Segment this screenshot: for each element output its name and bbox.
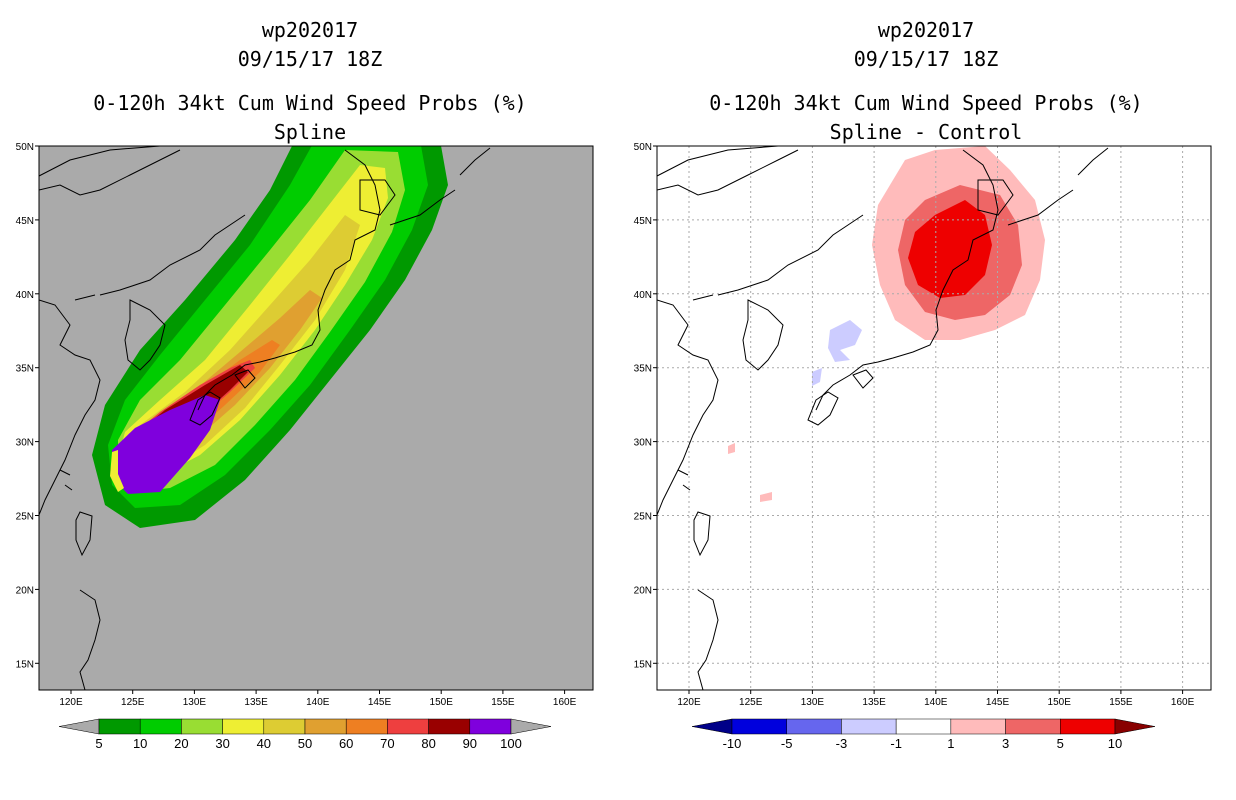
lon-tick-label: 155E — [1109, 697, 1133, 708]
colorbar-swatch — [98, 718, 141, 735]
lat-tick-label: 45N — [634, 216, 652, 227]
lon-tick-label: 140E — [924, 697, 948, 708]
colorbar-label: 70 — [380, 736, 394, 751]
colorbar-over-arrow — [510, 718, 552, 735]
left-title-line-2: 09/15/17 18Z — [237, 47, 383, 71]
colorbar-label: 5 — [1057, 736, 1064, 751]
lon-tick-label: 130E — [183, 697, 207, 708]
left-probability-swath — [92, 146, 448, 528]
lat-tick-label: 30N — [634, 438, 652, 449]
right-map: 120E 125E 130E 135E 140E 145E 150E 155E 160E 50N 4… — [634, 142, 1212, 708]
lon-tick-label: 150E — [430, 697, 454, 708]
colorbar-swatch — [895, 718, 952, 735]
colorbar-swatch — [1060, 718, 1116, 735]
colorbar-swatch — [731, 718, 787, 735]
lat-tick-label: 20N — [634, 585, 652, 596]
colorbar-over-arrow — [1114, 718, 1156, 735]
colorbar-label: 20 — [174, 736, 188, 751]
right-colorbar: -10 -5 -3 -1 1 3 5 10 — [691, 718, 1156, 751]
lon-tick-label: 135E — [244, 697, 268, 708]
colorbar-under-arrow — [691, 718, 733, 735]
lat-tick-label: 40N — [634, 290, 652, 301]
colorbar-swatch — [387, 718, 429, 735]
colorbar-label: 90 — [463, 736, 477, 751]
colorbar-label: 10 — [1108, 736, 1122, 751]
lat-tick-label: 40N — [16, 290, 34, 301]
colorbar-swatch — [950, 718, 1006, 735]
colorbar-label: 30 — [215, 736, 229, 751]
right-title-line-2: 09/15/17 18Z — [853, 47, 999, 71]
lat-tick-label: 50N — [16, 142, 34, 153]
colorbar-swatch — [222, 718, 265, 735]
colorbar-label: 5 — [95, 736, 102, 751]
colorbar-label: 80 — [421, 736, 435, 751]
colorbar-label: 10 — [133, 736, 147, 751]
colorbar-swatch — [841, 718, 897, 735]
colorbar-label: 60 — [339, 736, 353, 751]
right-title-line-3: 0-120h 34kt Cum Wind Speed Probs (%) — [709, 91, 1143, 115]
colorbar-under-arrow — [58, 718, 100, 735]
left-title-line-1: wp202017 — [261, 18, 359, 42]
left-title-line-4: Spline — [273, 120, 347, 144]
colorbar-label: 1 — [947, 736, 954, 751]
colorbar-label: -10 — [723, 736, 742, 751]
colorbar-swatch — [345, 718, 388, 735]
colorbar-label: -1 — [890, 736, 902, 751]
lat-tick-label: 25N — [16, 512, 34, 523]
lon-tick-label: 120E — [677, 697, 701, 708]
lon-tick-label: 155E — [491, 697, 515, 708]
lon-tick-label: 130E — [801, 697, 825, 708]
left-title-line-3: 0-120h 34kt Cum Wind Speed Probs (%) — [93, 91, 527, 115]
lat-tick-label: 50N — [634, 142, 652, 153]
lon-tick-label: 160E — [553, 697, 577, 708]
right-gridlines — [657, 146, 1211, 690]
lon-tick-label: 125E — [121, 697, 145, 708]
colorbar-label: -3 — [836, 736, 848, 751]
colorbar-swatch — [1005, 718, 1061, 735]
lon-tick-label: 135E — [862, 697, 886, 708]
lat-tick-label: 35N — [16, 364, 34, 375]
colorbar-swatch — [181, 718, 223, 735]
lat-tick-label: 15N — [16, 659, 34, 670]
lat-tick-label: 30N — [16, 438, 34, 449]
colorbar-label: -5 — [781, 736, 793, 751]
colorbar-label: 100 — [500, 736, 522, 751]
right-title-line-4: Spline - Control — [829, 120, 1023, 144]
colorbar-swatch — [469, 718, 512, 735]
lon-tick-label: 150E — [1048, 697, 1072, 708]
lon-tick-label: 145E — [986, 697, 1010, 708]
right-difference-field — [728, 146, 1045, 502]
lat-tick-label: 25N — [634, 512, 652, 523]
left-coastlines — [39, 146, 491, 690]
lon-tick-label: 140E — [306, 697, 330, 708]
lon-tick-label: 160E — [1171, 697, 1195, 708]
lon-tick-label: 120E — [59, 697, 83, 708]
right-axis-ticks: 120E 125E 130E 135E 140E 145E 150E 155E 160E 50N 4… — [634, 142, 1195, 708]
lat-tick-label: 15N — [634, 659, 652, 670]
colorbar-label: 3 — [1002, 736, 1009, 751]
colorbar-swatch — [786, 718, 842, 735]
colorbar-label: 40 — [257, 736, 271, 751]
lon-tick-label: 145E — [368, 697, 392, 708]
colorbar-swatch — [263, 718, 306, 735]
colorbar-swatch — [428, 718, 471, 735]
colorbar-swatch — [139, 718, 182, 735]
lat-tick-label: 20N — [16, 585, 34, 596]
left-axis-ticks: 120E 125E 130E 135E 140E 145E 150E 155E 160E 50N 4… — [16, 142, 577, 708]
colorbar-label: 50 — [298, 736, 312, 751]
left-colorbar: 5 10 20 30 40 50 60 70 80 90 100 — [58, 718, 552, 751]
right-title-line-1: wp202017 — [877, 18, 975, 42]
right-coastlines — [657, 146, 1109, 690]
colorbar-swatch — [304, 718, 347, 735]
lat-tick-label: 35N — [634, 364, 652, 375]
lat-tick-label: 45N — [16, 216, 34, 227]
left-map: 120E 125E 130E 135E 140E 145E 150E 155E 160E 50N 4… — [16, 142, 594, 708]
lon-tick-label: 125E — [739, 697, 763, 708]
